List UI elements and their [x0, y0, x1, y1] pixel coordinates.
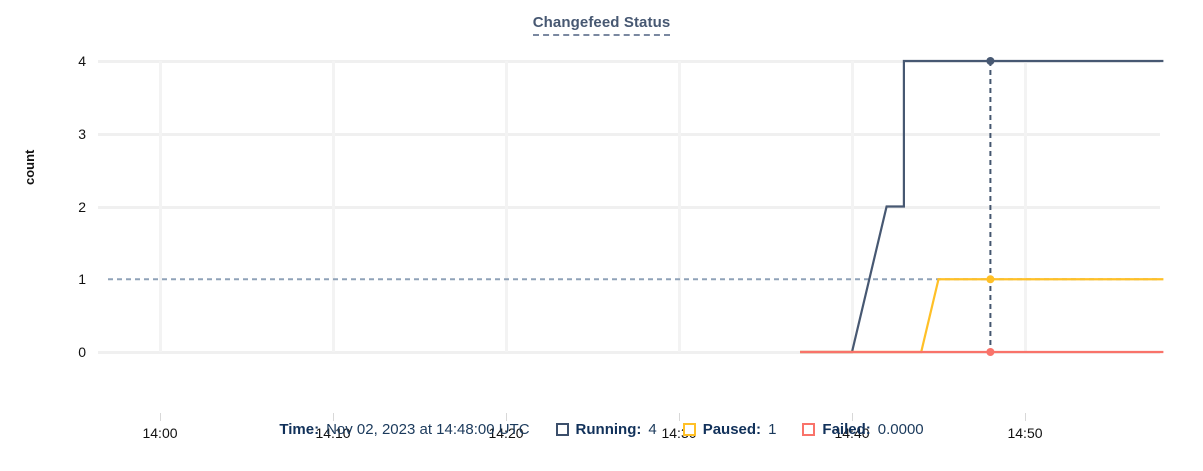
legend-swatch-icon	[682, 423, 696, 436]
legend-item-paused[interactable]: Paused: 1	[682, 421, 777, 438]
legend-time-value: Nov 02, 2023 at 14:48:00 UTC	[326, 421, 530, 438]
x-axis-tick-mark	[679, 413, 680, 421]
chart-title-text: Changefeed Status	[532, 14, 671, 36]
legend-item-label: Failed:	[822, 421, 871, 438]
gridline-vertical	[505, 61, 508, 352]
crosshair-point-running	[986, 57, 995, 65]
x-axis-tick-label: 14:40	[834, 425, 870, 441]
y-axis-tick-label: 1	[78, 271, 86, 288]
legend-time: Time: Nov 02, 2023 at 14:48:00 UTC	[279, 421, 529, 438]
legend-item-running[interactable]: Running: 4	[555, 421, 657, 438]
legend-item-value: 0.0000	[877, 421, 924, 438]
legend-item-failed[interactable]: Failed: 0.0000	[802, 421, 924, 438]
x-axis-tick-mark	[333, 413, 334, 421]
gridline-vertical	[678, 61, 681, 352]
y-axis-tick-label: 3	[78, 125, 86, 142]
gridline-vertical	[332, 61, 335, 352]
x-axis-tick-mark	[506, 413, 507, 421]
crosshair-point-failed	[986, 348, 995, 356]
x-axis-tick-mark	[852, 413, 853, 421]
legend-item-value: 4	[648, 421, 657, 438]
gridline-vertical	[851, 61, 854, 352]
crosshair-point-paused	[986, 275, 995, 284]
legend-time-label: Time:	[279, 421, 320, 438]
y-axis-title: count	[22, 149, 37, 185]
gridline-horizontal	[98, 60, 1160, 63]
gridline-vertical	[159, 61, 162, 352]
legend-item-label: Paused:	[702, 421, 762, 438]
legend-series-items: Running: 4 Paused: 1 Failed: 0.0000	[555, 421, 924, 438]
x-axis-tick-label: 14:00	[142, 425, 178, 441]
y-axis-tick-label: 0	[78, 344, 86, 360]
y-axis-tick-label: 2	[78, 198, 86, 215]
series-lines	[108, 57, 1164, 356]
series-line-running	[800, 59, 1164, 354]
x-axis-tick-label: 14:50	[1007, 425, 1043, 441]
gridline-horizontal	[98, 205, 1160, 209]
x-axis-tick-mark	[1025, 413, 1026, 421]
chart-legend: Time: Nov 02, 2023 at 14:48:00 UTC Runni…	[0, 421, 1203, 438]
gridline-horizontal	[98, 351, 1160, 354]
x-axis-tick-mark	[160, 413, 161, 421]
gridline-vertical	[1024, 61, 1027, 352]
x-axis-tick-label: 14:10	[315, 425, 351, 441]
x-axis-tick-label: 14:20	[488, 425, 524, 441]
legend-swatch-icon	[555, 423, 569, 436]
legend-swatch-icon	[802, 423, 816, 436]
legend-item-label: Running:	[575, 421, 642, 438]
page-title: Changefeed Status	[0, 14, 1203, 36]
legend-item-value: 1	[768, 421, 777, 438]
gridline-horizontal	[98, 132, 1160, 136]
y-axis-tick-label: 4	[78, 53, 86, 69]
